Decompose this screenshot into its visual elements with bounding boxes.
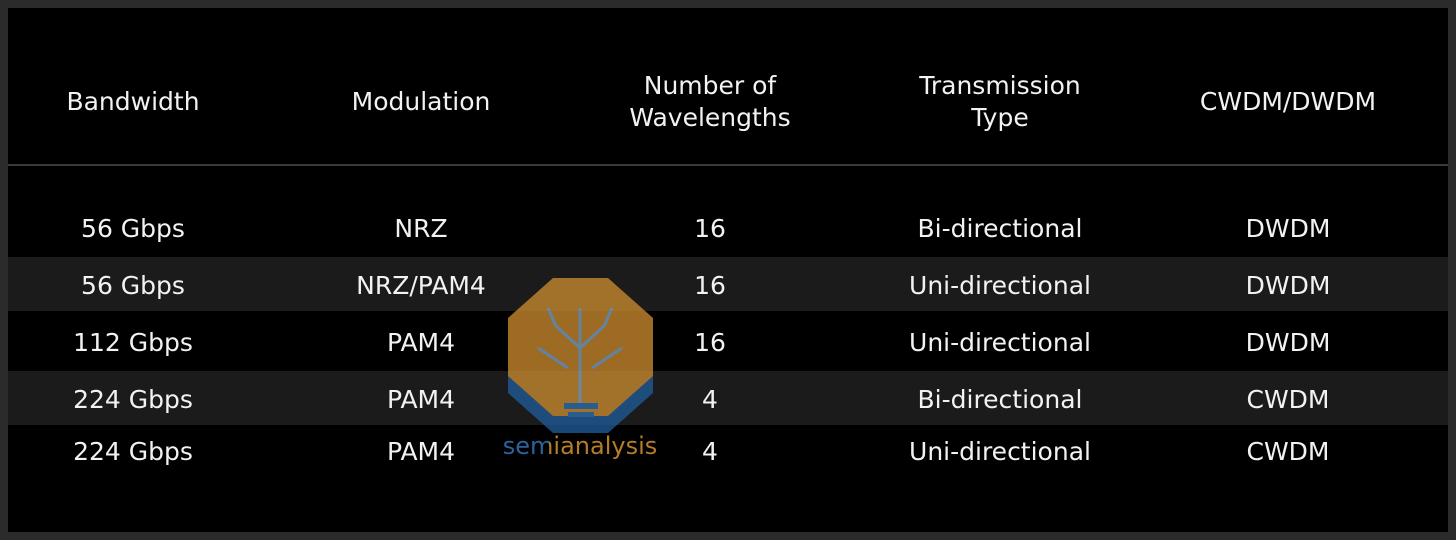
table-cell: NRZ [394, 214, 448, 243]
table-cell: PAM4 [386, 437, 456, 466]
table-cell: Uni-directional [909, 437, 1091, 466]
table-panel: Bandwidth Modulation Number of Wavelengths… [8, 8, 1448, 532]
table-cell: 16 [694, 214, 726, 243]
header-cell: Bandwidth [66, 87, 200, 116]
table-cell: 56 Gbps [81, 214, 185, 243]
table-cell: PAM4 [386, 385, 456, 414]
table-cell: 4 [702, 437, 718, 466]
table-cell: 16 [694, 328, 726, 357]
header-cell: Number of Wavelengths [629, 71, 791, 132]
table-cell: Uni-directional [909, 328, 1091, 357]
table-cell: 224 Gbps [73, 437, 193, 466]
table-cell: 16 [694, 271, 726, 300]
row-stripe [8, 371, 1448, 425]
table-cell: NRZ/PAM4 [356, 271, 486, 300]
table-cell: CWDM [1246, 437, 1330, 466]
header-cell: Modulation [351, 87, 491, 116]
table-cell: Bi-directional [917, 214, 1083, 243]
table-cell: 4 [702, 385, 718, 414]
header-separator [8, 164, 1448, 166]
row-stripe [8, 257, 1448, 311]
table-cell: 224 Gbps [73, 385, 193, 414]
table-cell: 56 Gbps [81, 271, 185, 300]
watermark-text: semianalysis [503, 432, 658, 460]
header-cell: Transmission Type [919, 71, 1081, 132]
table-cell: CWDM [1246, 385, 1330, 414]
table-cell: PAM4 [386, 328, 456, 357]
table-cell: 112 Gbps [73, 328, 193, 357]
header-cell: CWDM/DWDM [1199, 87, 1377, 116]
table-cell: DWDM [1245, 271, 1331, 300]
table-cell: Bi-directional [917, 385, 1083, 414]
table-cell: DWDM [1245, 328, 1331, 357]
table-cell: DWDM [1245, 214, 1331, 243]
table-cell: Uni-directional [909, 271, 1091, 300]
watermark-logo: semianalysis [503, 278, 658, 460]
